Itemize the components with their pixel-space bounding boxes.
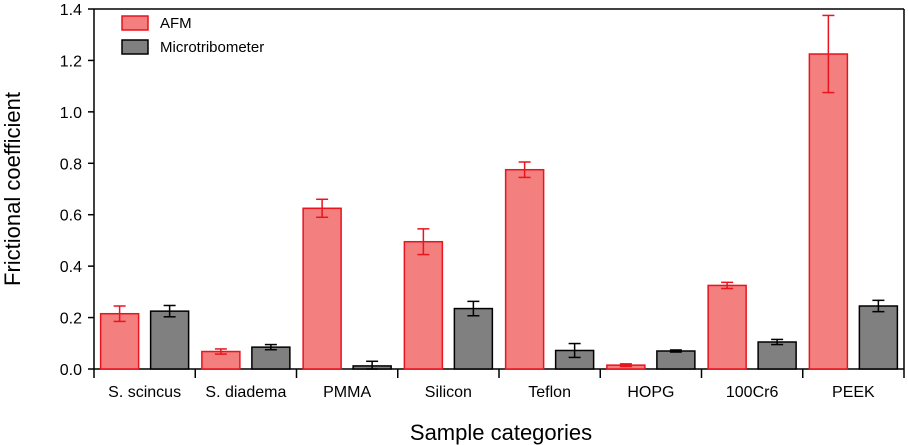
x-tick-label: S. scincus xyxy=(108,384,181,401)
series-microtribometer xyxy=(149,299,899,370)
x-tick-label: PEEK xyxy=(832,384,875,401)
bar xyxy=(757,341,797,370)
legend: AFM Microtribometer xyxy=(121,15,264,56)
x-tick-label: 100Cr6 xyxy=(726,384,779,401)
bar xyxy=(453,307,494,370)
bar xyxy=(302,207,342,370)
y-tick-label: 0.6 xyxy=(60,208,82,225)
y-tick-label: 1.0 xyxy=(60,105,82,122)
series-afm xyxy=(99,14,849,370)
legend-label-afm: AFM xyxy=(160,15,192,32)
x-axis-title: Sample categories xyxy=(410,420,592,445)
category-axis: S. scincus S. diadema PMMA Silicon Teflon HOP… xyxy=(93,369,905,401)
y-tick-label: 0.8 xyxy=(60,156,82,173)
x-tick-label: PMMA xyxy=(323,384,371,401)
x-tick-label: Silicon xyxy=(425,384,472,401)
bar xyxy=(656,350,696,370)
plot-frame xyxy=(93,8,905,370)
legend-swatch-afm xyxy=(121,15,149,31)
x-tick-label: HOPG xyxy=(627,384,674,401)
y-tick-label: 0.4 xyxy=(60,259,82,276)
y-tick-label: 1.2 xyxy=(60,53,82,70)
y-tick-label: 0.0 xyxy=(60,362,82,379)
bar xyxy=(149,310,190,370)
bar-series xyxy=(99,14,899,370)
legend-label-microtribometer: Microtribometer xyxy=(160,39,264,56)
bar xyxy=(403,240,444,370)
x-tick-label: Teflon xyxy=(528,384,571,401)
bar xyxy=(504,168,545,370)
y-tick-label: 0.2 xyxy=(60,311,82,328)
bar xyxy=(707,284,747,370)
y-axis-ticks: 0.0 0.2 0.4 0.6 0.8 1.0 1.2 1.4 xyxy=(60,2,94,379)
bar xyxy=(808,53,849,370)
y-tick-label: 1.4 xyxy=(60,2,82,19)
bar xyxy=(858,305,899,370)
legend-swatch-microtribometer xyxy=(121,39,149,55)
y-axis-title: Frictional coefficient xyxy=(0,92,25,286)
x-tick-label: S. diadema xyxy=(205,384,286,401)
